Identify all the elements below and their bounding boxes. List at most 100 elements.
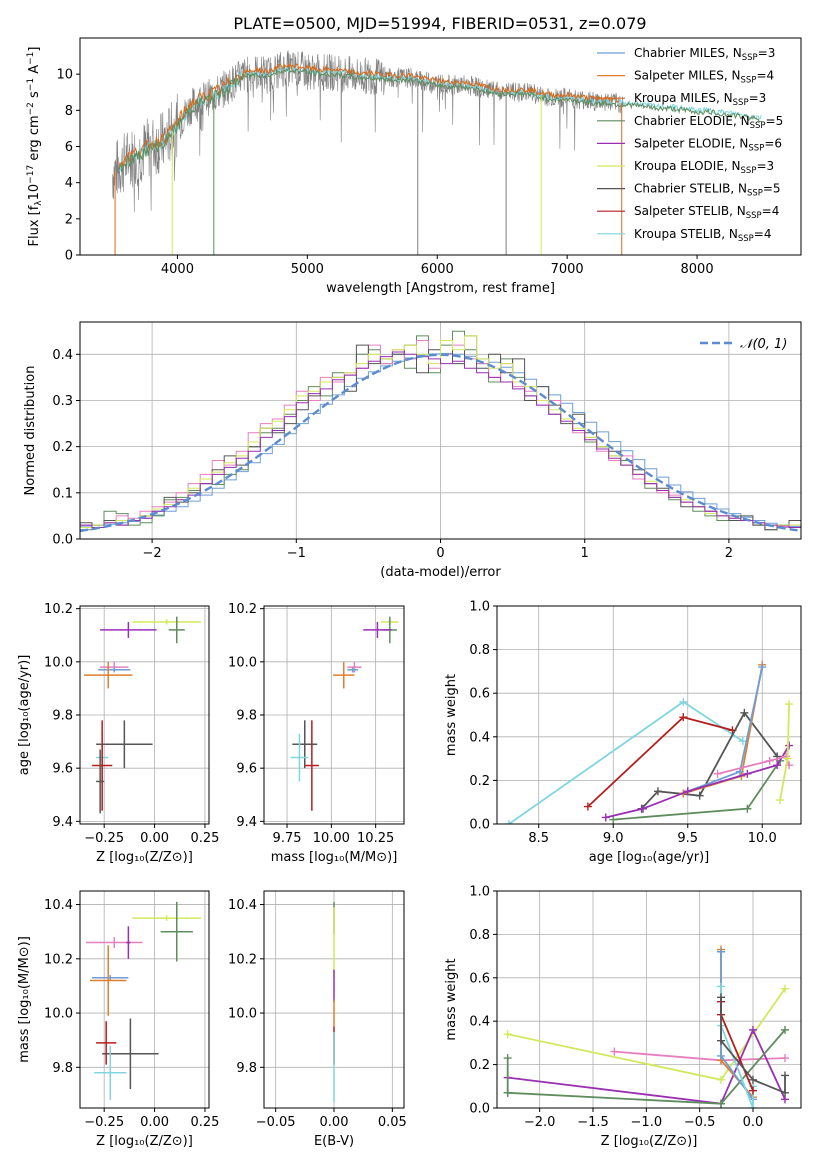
- series-marker: [781, 1088, 789, 1097]
- legend-entry: Chabrier ELODIE, NSSP=5: [634, 114, 783, 131]
- series-marker: [717, 982, 725, 991]
- age-vs-metallicity-panel: −0.25 0.00 0.25 9.4 9.6 9.8 10.0 10.2 Z [log₁₀(Z…: [17, 602, 219, 865]
- series-marker: [503, 1030, 512, 1039]
- y-tick-label: 0.2: [469, 774, 490, 789]
- legend-suffix: =6: [764, 136, 782, 150]
- ylabel_sup3: −1: [26, 78, 36, 91]
- x-tick-label: 0.25: [190, 831, 219, 846]
- series-marker: [601, 813, 610, 822]
- x-axis-label: Z [log₁₀(Z/Z⊙)]: [601, 1134, 698, 1149]
- y-tick-label: 9.8: [52, 1061, 73, 1076]
- ylabel_sub: λ: [34, 200, 44, 206]
- x-axis-label: (data-model)/error: [380, 565, 501, 580]
- series-marker: [717, 1075, 725, 1084]
- legend-sub: SSP: [750, 121, 766, 131]
- model-spectrum-line: [118, 62, 620, 170]
- y-tick-label: 0.0: [469, 1102, 490, 1117]
- y-axis-label: mass [log₁₀(M/M⊙)]: [17, 936, 32, 1063]
- data-point: [132, 915, 201, 921]
- x-tick-label: −0.5: [684, 1115, 716, 1130]
- series-marker: [639, 804, 648, 813]
- legend-label: Chabrier ELODIE, N: [634, 114, 750, 128]
- series-marker: [609, 815, 618, 824]
- plot-area: [504, 660, 794, 824]
- y-tick-label: 9.8: [52, 709, 73, 724]
- data-point: [98, 667, 131, 673]
- data-point: [102, 1018, 159, 1090]
- data-point: [92, 720, 113, 811]
- gaussian-curve: [80, 353, 801, 533]
- legend-entry: Chabrier STELIB, NSSP=5: [634, 182, 781, 199]
- y-tick-label: 10: [56, 68, 73, 83]
- series-marker: [503, 1088, 512, 1097]
- legend-label: Chabrier STELIB, N: [634, 182, 747, 196]
- y-tick-label: 2: [65, 212, 73, 227]
- x-tick-label: −0.05: [256, 1115, 296, 1130]
- x-tick-label: −1.0: [631, 1115, 663, 1130]
- plot-area: [86, 901, 201, 1100]
- series-marker: [743, 804, 752, 813]
- ylabel_sup1: −17: [26, 165, 36, 184]
- data-point: [168, 616, 185, 644]
- y-axis-label: mass weight: [444, 958, 459, 1040]
- legend-entry: Kroupa STELIB, NSSP=4: [634, 227, 772, 244]
- y-axis-label: Normed distribution: [23, 366, 38, 496]
- y-tick-label: 10.0: [44, 655, 73, 670]
- legend-sub: SSP: [748, 143, 764, 153]
- data-point: [86, 937, 143, 948]
- series-marker: [583, 802, 592, 811]
- series-marker: [504, 820, 513, 824]
- legend-sub: SSP: [738, 234, 754, 244]
- ylabel_close: ]: [27, 47, 42, 52]
- y-tick-label: 4: [65, 176, 73, 191]
- data-spectrum-line: [112, 50, 624, 212]
- legend-suffix: =5: [766, 114, 784, 128]
- data-point: [84, 661, 133, 689]
- mass-vs-metallicity-panel: −0.25 0.00 0.25 9.8 10.0 10.2 10.4 Z [log₁₀(Z/Z…: [17, 890, 219, 1149]
- data-point: [100, 621, 157, 638]
- legend-sub: SSP: [741, 76, 757, 86]
- series-marker: [610, 1047, 619, 1056]
- y-tick-label: 10.0: [228, 655, 257, 670]
- legend-sub: SSP: [742, 53, 758, 63]
- series-marker: [773, 761, 782, 770]
- model-spectrum-line: [118, 67, 762, 172]
- mass-weight-vs-age-panel: 8.5 9.0 9.5 10.0 0.0 0.2 0.4 0.6 0.8 1.0 age [log₁…: [444, 600, 802, 865]
- y-tick-label: 9.4: [236, 815, 257, 830]
- data-point: [160, 901, 193, 962]
- x-tick-label: 9.75: [273, 831, 302, 846]
- data-point: [132, 619, 201, 625]
- y-tick-label: 0.4: [469, 1015, 490, 1030]
- x-tick-label: 10.00: [313, 831, 350, 846]
- x-axis-label: Z [log₁₀(Z/Z⊙)]: [96, 850, 193, 865]
- y-tick-label: 0.6: [469, 687, 490, 702]
- ylabel_tail: 10: [27, 184, 42, 201]
- ylabel_mid2: s: [27, 91, 42, 102]
- legend-entry: Chabrier MILES, NSSP=3: [634, 46, 775, 63]
- legend-label: Kroupa STELIB, N: [634, 227, 738, 241]
- y-tick-label: 10.4: [44, 898, 73, 913]
- mass-weight-vs-metallicity-panel: −2.0 −1.5 −1.0 −0.5 0.0 0.0 0.2 0.4 0.6 0.8 1.0 Z […: [444, 885, 802, 1149]
- series-marker: [679, 697, 688, 706]
- x-tick-label: 0.00: [320, 1115, 349, 1130]
- legend-entry: Salpeter MILES, NSSP=4: [634, 69, 774, 86]
- y-tick-label: 1.0: [469, 885, 490, 900]
- x-axis-label: E(B-V): [314, 1134, 354, 1149]
- y-tick-label: 0.2: [52, 440, 73, 455]
- y-axis-label: age [log₁₀(age/yr)]: [17, 655, 32, 776]
- series-line: [508, 700, 744, 824]
- legend-entry: Kroupa MILES, NSSP=3: [634, 91, 766, 108]
- series-line: [587, 716, 733, 808]
- axes-frame: [496, 890, 802, 1109]
- x-axis-label: age [log₁₀(age/yr)]: [589, 850, 710, 865]
- x-tick-label: 0.0: [743, 1115, 764, 1130]
- legend-suffix: =4: [754, 227, 772, 241]
- y-tick-label: 10.2: [44, 602, 73, 617]
- plot-area: [84, 616, 201, 814]
- legend-sub: SSP: [747, 189, 763, 199]
- legend-label: Salpeter ELODIE, N: [634, 136, 748, 150]
- series-marker: [785, 741, 794, 750]
- series-marker: [783, 754, 792, 763]
- data-point: [304, 720, 319, 811]
